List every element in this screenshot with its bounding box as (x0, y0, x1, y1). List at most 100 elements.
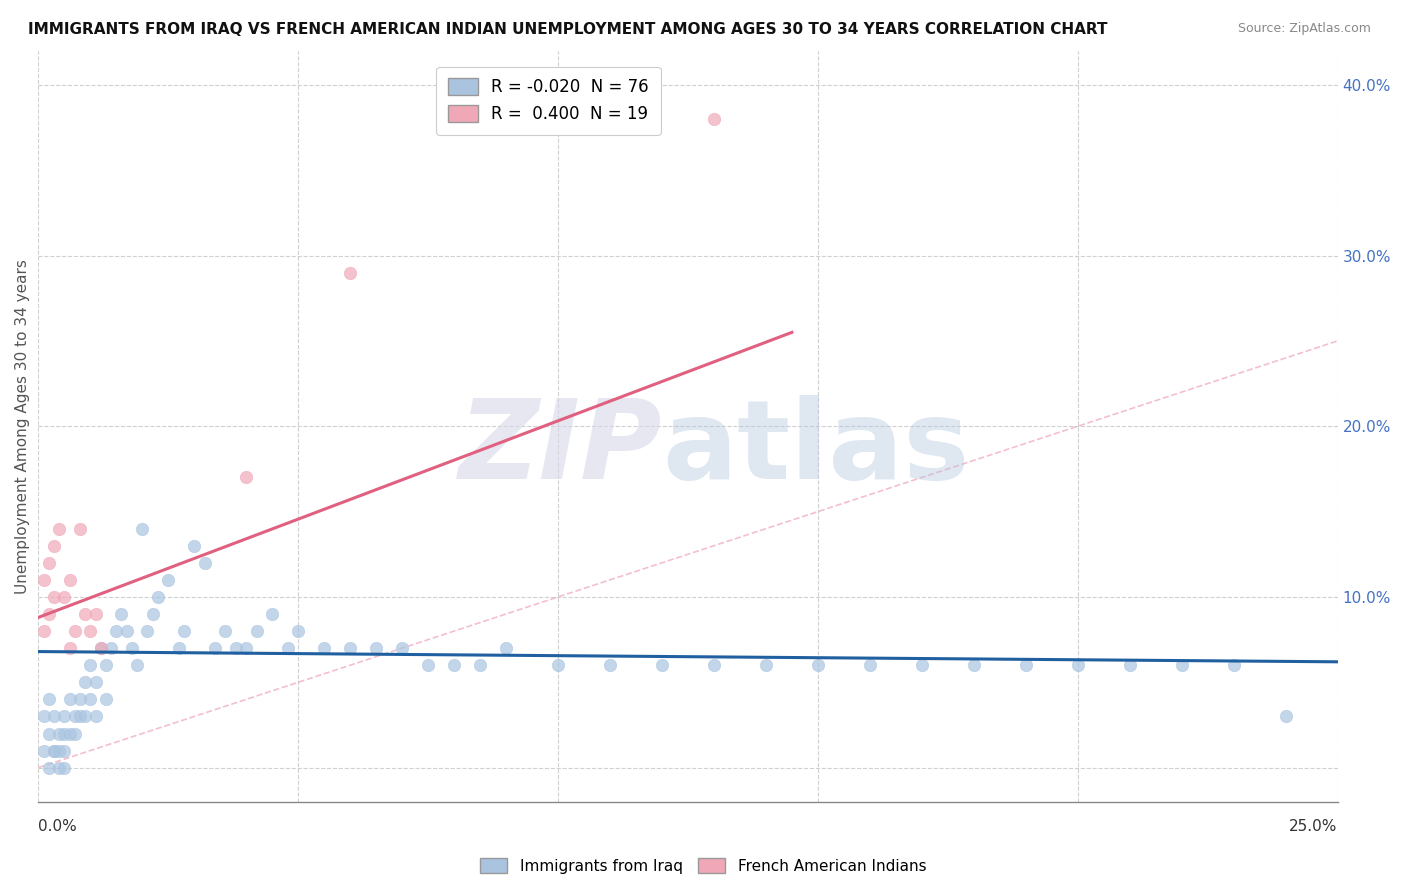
Point (84, 675, 107, 690)
Point (75, 675, 97, 690)
Point (63, 709, 86, 723)
Point (246, 624, 269, 638)
Point (42, 709, 65, 723)
Point (225, 641, 247, 656)
Point (136, 624, 159, 638)
Point (38, 761, 60, 775)
Point (79, 692, 101, 706)
Point (391, 641, 413, 656)
Point (142, 607, 165, 621)
Point (1222, 658, 1244, 673)
Point (599, 658, 621, 673)
Point (63, 624, 86, 638)
Legend: Immigrants from Iraq, French American Indians: Immigrants from Iraq, French American In… (474, 852, 932, 880)
Point (651, 658, 673, 673)
Point (339, 641, 361, 656)
Point (42, 743, 65, 757)
Text: ZIP: ZIP (458, 395, 662, 502)
Point (1119, 658, 1142, 673)
Y-axis label: Unemployment Among Ages 30 to 34 years: Unemployment Among Ages 30 to 34 years (15, 259, 30, 594)
Point (235, 470, 257, 484)
Point (214, 624, 236, 638)
Point (235, 641, 257, 656)
Point (167, 641, 190, 656)
Point (75, 607, 97, 621)
Point (90, 641, 112, 656)
Point (859, 658, 882, 673)
Point (94, 692, 117, 706)
Point (42, 743, 65, 757)
Point (79, 624, 101, 638)
Point (1274, 709, 1296, 723)
Point (48, 726, 70, 740)
Point (58, 641, 80, 656)
Point (807, 658, 830, 673)
Point (84, 709, 107, 723)
Legend: R = -0.020  N = 76, R =  0.400  N = 19: R = -0.020 N = 76, R = 0.400 N = 19 (436, 67, 661, 135)
Point (53, 590, 76, 604)
Point (183, 539, 205, 553)
Point (1015, 658, 1038, 673)
Point (32, 743, 55, 757)
Point (703, 112, 725, 126)
Point (38, 726, 60, 740)
Point (69, 709, 91, 723)
Point (58, 573, 80, 587)
Point (58, 726, 80, 740)
Point (194, 556, 217, 570)
Text: 25.0%: 25.0% (1289, 819, 1337, 834)
Point (32, 573, 55, 587)
Point (121, 641, 143, 656)
Point (314, 641, 336, 656)
Point (32, 709, 55, 723)
Point (755, 658, 778, 673)
Point (53, 726, 76, 740)
Point (48, 522, 70, 536)
Point (42, 590, 65, 604)
Point (69, 692, 91, 706)
Text: 0.0%: 0.0% (38, 819, 77, 834)
Point (1067, 658, 1090, 673)
Point (468, 658, 491, 673)
Point (287, 624, 309, 638)
Point (79, 658, 101, 673)
Point (63, 726, 86, 740)
Point (125, 658, 148, 673)
Point (173, 624, 195, 638)
Point (53, 743, 76, 757)
Point (75, 709, 97, 723)
Point (100, 641, 122, 656)
Point (38, 607, 60, 621)
Point (339, 266, 361, 280)
Point (131, 522, 153, 536)
Point (963, 658, 986, 673)
Point (58, 692, 80, 706)
Point (48, 761, 70, 775)
Text: atlas: atlas (662, 395, 969, 502)
Point (703, 658, 725, 673)
Point (53, 709, 76, 723)
Point (84, 607, 107, 621)
Point (547, 658, 569, 673)
Point (277, 641, 299, 656)
Point (105, 624, 128, 638)
Point (146, 590, 169, 604)
Text: IMMIGRANTS FROM IRAQ VS FRENCH AMERICAN INDIAN UNEMPLOYMENT AMONG AGES 30 TO 34 : IMMIGRANTS FROM IRAQ VS FRENCH AMERICAN … (28, 22, 1108, 37)
Point (38, 556, 60, 570)
Point (366, 641, 388, 656)
Point (157, 573, 180, 587)
Point (911, 658, 934, 673)
Point (48, 743, 70, 757)
Point (443, 658, 465, 673)
Point (38, 692, 60, 706)
Point (53, 761, 76, 775)
Point (69, 522, 91, 536)
Point (94, 658, 117, 673)
Point (115, 624, 138, 638)
Point (1170, 658, 1192, 673)
Point (32, 624, 55, 638)
Point (416, 658, 439, 673)
Point (262, 607, 284, 621)
Point (90, 641, 112, 656)
Point (204, 641, 226, 656)
